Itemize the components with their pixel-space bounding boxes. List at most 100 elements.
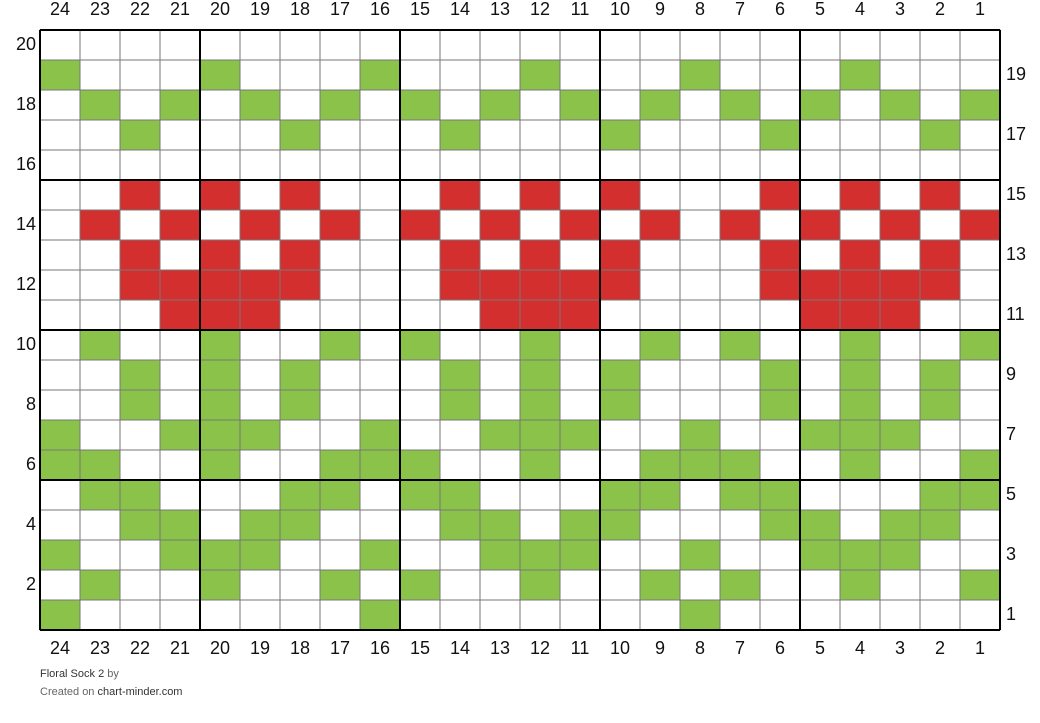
cell bbox=[599, 419, 641, 451]
cell bbox=[159, 209, 201, 241]
footer-title-line: Floral Sock 2 by bbox=[40, 668, 119, 680]
cell bbox=[679, 269, 721, 301]
chart-title: Floral Sock 2 bbox=[40, 668, 105, 680]
cell bbox=[399, 359, 441, 391]
cell bbox=[79, 29, 121, 61]
cell bbox=[399, 449, 441, 481]
cell bbox=[639, 89, 681, 121]
cell bbox=[239, 299, 281, 331]
cell bbox=[919, 269, 961, 301]
cell bbox=[39, 239, 81, 271]
cell bbox=[679, 449, 721, 481]
cell bbox=[799, 479, 841, 511]
cell bbox=[799, 209, 841, 241]
cell bbox=[239, 389, 281, 421]
cell bbox=[959, 509, 1001, 541]
cell bbox=[639, 239, 681, 271]
cell bbox=[759, 509, 801, 541]
cell bbox=[679, 119, 721, 151]
cell bbox=[39, 569, 81, 601]
cell bbox=[879, 449, 921, 481]
column-label: 7 bbox=[735, 0, 745, 19]
cell bbox=[399, 419, 441, 451]
column-label: 16 bbox=[370, 638, 390, 658]
cell bbox=[839, 449, 881, 481]
cell bbox=[319, 119, 361, 151]
cell bbox=[639, 599, 681, 631]
cell bbox=[679, 149, 721, 181]
cell bbox=[639, 179, 681, 211]
cell bbox=[919, 329, 961, 361]
cell bbox=[719, 269, 761, 301]
cell bbox=[399, 269, 441, 301]
cell bbox=[279, 389, 321, 421]
cell bbox=[399, 179, 441, 211]
cell bbox=[599, 179, 641, 211]
column-label: 24 bbox=[50, 638, 70, 658]
cell bbox=[239, 569, 281, 601]
cell bbox=[439, 509, 481, 541]
cell bbox=[319, 209, 361, 241]
cell bbox=[359, 89, 401, 121]
cell bbox=[199, 89, 241, 121]
row-label: 14 bbox=[16, 214, 36, 234]
cell bbox=[759, 239, 801, 271]
cell bbox=[879, 179, 921, 211]
cell bbox=[559, 509, 601, 541]
cell bbox=[719, 539, 761, 571]
column-label: 8 bbox=[695, 0, 705, 19]
cell bbox=[119, 389, 161, 421]
cell bbox=[239, 329, 281, 361]
cell bbox=[279, 479, 321, 511]
cell bbox=[759, 89, 801, 121]
cell bbox=[839, 29, 881, 61]
column-label: 17 bbox=[330, 638, 350, 658]
cell bbox=[519, 299, 561, 331]
cell bbox=[879, 479, 921, 511]
cell bbox=[79, 449, 121, 481]
cell bbox=[759, 119, 801, 151]
cell bbox=[599, 449, 641, 481]
cell bbox=[159, 389, 201, 421]
cell bbox=[119, 329, 161, 361]
cell bbox=[919, 419, 961, 451]
cell bbox=[959, 599, 1001, 631]
cell bbox=[279, 239, 321, 271]
cell bbox=[79, 119, 121, 151]
cell bbox=[719, 239, 761, 271]
cell bbox=[239, 29, 281, 61]
cell bbox=[479, 479, 521, 511]
column-label: 19 bbox=[250, 0, 270, 19]
cell bbox=[679, 389, 721, 421]
cell bbox=[359, 269, 401, 301]
cell bbox=[159, 269, 201, 301]
cell bbox=[679, 179, 721, 211]
cell bbox=[839, 329, 881, 361]
cell bbox=[839, 419, 881, 451]
cell bbox=[799, 59, 841, 91]
cell bbox=[319, 269, 361, 301]
cell bbox=[719, 569, 761, 601]
cell bbox=[159, 479, 201, 511]
cell bbox=[239, 599, 281, 631]
cell bbox=[439, 599, 481, 631]
cell bbox=[599, 59, 641, 91]
row-label: 7 bbox=[1006, 424, 1016, 444]
cell bbox=[559, 569, 601, 601]
cell bbox=[439, 479, 481, 511]
cell bbox=[519, 359, 561, 391]
column-label: 5 bbox=[815, 0, 825, 19]
cell bbox=[399, 119, 441, 151]
cell bbox=[599, 209, 641, 241]
cell bbox=[679, 329, 721, 361]
cell bbox=[519, 59, 561, 91]
cell bbox=[559, 599, 601, 631]
cell bbox=[479, 539, 521, 571]
cell bbox=[839, 239, 881, 271]
cell bbox=[359, 209, 401, 241]
cell bbox=[359, 239, 401, 271]
cell bbox=[199, 329, 241, 361]
cell bbox=[959, 419, 1001, 451]
site[interactable]: chart-minder.com bbox=[97, 686, 183, 698]
cell bbox=[279, 119, 321, 151]
